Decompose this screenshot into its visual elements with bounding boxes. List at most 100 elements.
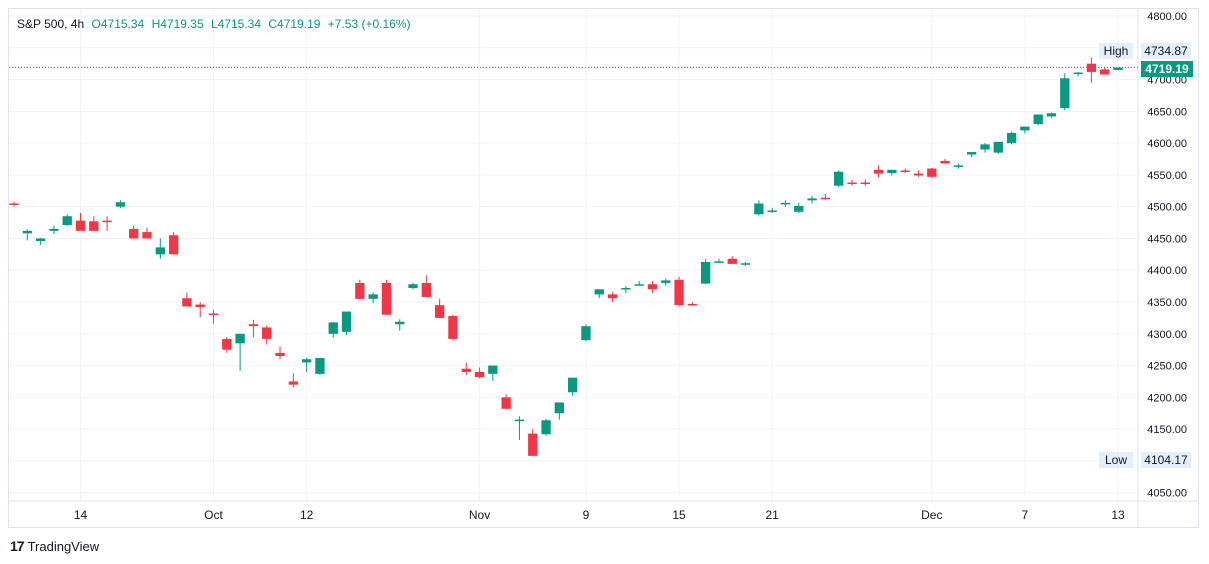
- candle-body: [594, 289, 604, 295]
- candle-body: [488, 365, 498, 374]
- candle-body: [514, 419, 525, 422]
- candle-body: [1033, 114, 1043, 125]
- candle-body: [927, 168, 937, 177]
- candle-body: [155, 247, 165, 255]
- candle-body: [993, 141, 1003, 153]
- candle-body: [661, 280, 671, 283]
- candle-body: [1100, 69, 1110, 75]
- candle-body: [328, 322, 338, 334]
- candle-body: [727, 258, 737, 264]
- candle-body: [647, 284, 658, 290]
- candle-body: [341, 311, 352, 332]
- candle-body: [847, 182, 857, 185]
- candle-body: [1086, 63, 1097, 72]
- y-tick-label: 4550.00: [1147, 170, 1187, 182]
- candle-body: [49, 228, 59, 231]
- candle-body: [940, 160, 950, 164]
- candle-body: [102, 220, 112, 223]
- chart-frame: [8, 8, 1199, 528]
- chart-legend: S&P 500, 4h O4715.34 H4719.35 L4715.34 C…: [17, 17, 415, 31]
- y-tick-label: 4700.00: [1147, 75, 1187, 87]
- candle-body: [754, 203, 764, 215]
- x-tick-label: 21: [765, 508, 779, 522]
- high-marker-value: 4734.87: [1141, 43, 1191, 59]
- candle-body: [474, 371, 485, 378]
- candle-body: [22, 230, 32, 234]
- candle-body: [714, 261, 724, 263]
- candle-body: [913, 173, 924, 176]
- tradingview-brand[interactable]: 17 TradingView: [10, 538, 99, 554]
- candle-body: [1020, 126, 1030, 131]
- legend-open: O4715.34: [91, 17, 145, 31]
- y-tick-label: 4250.00: [1147, 361, 1187, 373]
- y-tick-label: 4400.00: [1147, 265, 1187, 277]
- candle-body: [235, 333, 245, 344]
- low-marker-value: 4104.17: [1141, 452, 1191, 468]
- x-tick-label: 7: [1022, 508, 1029, 522]
- candle-body: [368, 294, 378, 299]
- candle-body: [301, 359, 312, 363]
- candle-body: [541, 420, 551, 435]
- candle-body: [35, 238, 46, 242]
- candle-body: [567, 377, 578, 393]
- candle-body: [408, 284, 418, 289]
- y-tick-label: 4450.00: [1147, 233, 1187, 245]
- candle-body: [75, 220, 86, 231]
- candle-body: [168, 235, 179, 255]
- candle-body: [554, 402, 565, 414]
- candle-body: [248, 324, 259, 327]
- x-tick-label: 13: [1111, 508, 1125, 522]
- candle-body: [355, 282, 365, 299]
- candle-body: [967, 152, 977, 155]
- candle-body: [807, 198, 817, 201]
- candle-body: [581, 326, 591, 341]
- candle-body: [980, 144, 990, 150]
- y-tick-label: 4300.00: [1147, 329, 1187, 341]
- candle-body: [501, 397, 511, 409]
- candle-body: [1073, 72, 1083, 75]
- y-tick-label: 4800.00: [1147, 11, 1187, 23]
- candle-body: [182, 298, 192, 307]
- candle-body: [288, 381, 298, 385]
- candle-body: [607, 294, 618, 299]
- y-tick-label: 4600.00: [1147, 138, 1187, 150]
- candle-body: [142, 232, 152, 239]
- candle-body: [780, 202, 791, 205]
- tradingview-logo-icon: 17: [10, 538, 25, 554]
- y-tick-label: 4200.00: [1147, 392, 1187, 404]
- candle-body: [687, 303, 698, 306]
- candle-body: [953, 165, 964, 167]
- x-tick-label: Nov: [469, 508, 490, 522]
- candle-body: [701, 261, 711, 284]
- x-tick-label: 9: [583, 508, 590, 522]
- candle-body: [1060, 78, 1070, 109]
- y-tick-label: 4350.00: [1147, 297, 1187, 309]
- candle-body: [1006, 132, 1017, 144]
- candle-body: [448, 316, 458, 339]
- candle-body: [1046, 113, 1057, 117]
- candle-body: [634, 284, 644, 286]
- x-tick-label: 12: [300, 508, 314, 522]
- x-tick-label: 15: [672, 508, 686, 522]
- candle-body: [860, 182, 870, 185]
- candle-body: [195, 304, 205, 308]
- low-marker-label: Low: [1099, 452, 1133, 468]
- candle-body: [740, 263, 751, 265]
- candle-body: [9, 203, 19, 206]
- candle-body: [222, 338, 232, 350]
- high-marker-label: High: [1099, 43, 1133, 59]
- candle-body: [621, 288, 631, 290]
- candle-body: [794, 206, 804, 212]
- legend-change: +7.53 (+0.16%): [327, 17, 411, 31]
- candle-body: [275, 352, 285, 357]
- candle-body: [461, 368, 471, 372]
- y-tick-label: 4050.00: [1147, 488, 1187, 500]
- legend-close: C4719.19: [268, 17, 321, 31]
- x-tick-label: Oct: [204, 508, 223, 522]
- candle-body: [820, 197, 831, 200]
- y-tick-label: 4500.00: [1147, 202, 1187, 214]
- legend-low: L4715.34: [210, 17, 262, 31]
- candle-body: [900, 170, 910, 172]
- candle-body: [887, 169, 897, 173]
